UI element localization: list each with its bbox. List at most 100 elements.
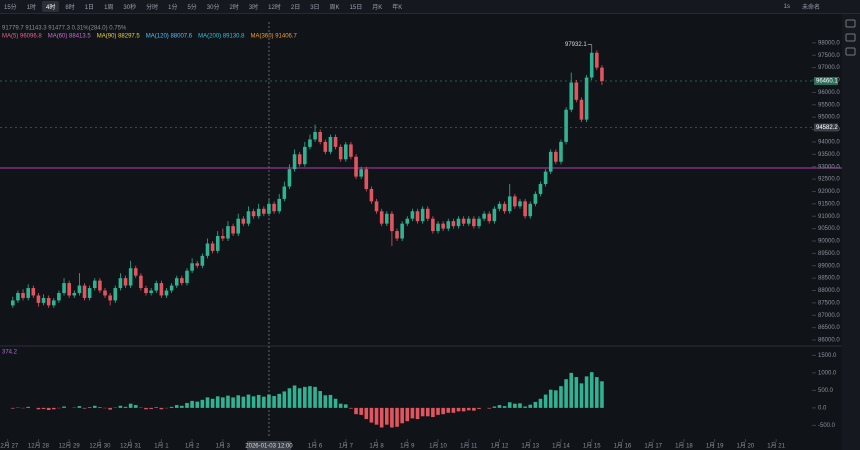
- macd-bar: [246, 394, 251, 408]
- macd-bar: [589, 372, 594, 408]
- macd-bar: [256, 394, 261, 408]
- period-tab[interactable]: 15日: [349, 5, 363, 11]
- y-tick-label: 97500.0: [818, 53, 840, 59]
- macd-bar: [328, 394, 333, 408]
- candle-body: [144, 288, 148, 293]
- period-tab[interactable]: 月K: [372, 5, 383, 11]
- macd-bar: [297, 388, 302, 408]
- macd-bar: [41, 407, 46, 409]
- toolbar-item[interactable]: 1s: [783, 3, 790, 10]
- macd-bar: [487, 407, 492, 409]
- toolbar-item[interactable]: 未命名: [801, 5, 820, 11]
- candle-body: [395, 231, 399, 239]
- candle-body: [77, 285, 82, 293]
- candle-body: [384, 213, 389, 224]
- period-tab[interactable]: 30分: [206, 5, 220, 11]
- sidebar-icon[interactable]: [845, 19, 856, 28]
- period-tab[interactable]: 4时: [42, 1, 60, 12]
- candle-body: [441, 223, 445, 229]
- candle-body: [589, 52, 594, 78]
- candle-body: [215, 236, 220, 251]
- candle-body: [149, 290, 153, 293]
- candle-body: [456, 218, 461, 227]
- period-tab[interactable]: 1时: [26, 5, 37, 11]
- candle-body: [180, 278, 184, 284]
- candle-body: [349, 144, 353, 157]
- macd-bar: [215, 396, 220, 408]
- candle-body: [600, 67, 604, 81]
- period-tab[interactable]: 8时: [65, 5, 75, 11]
- candle-body: [369, 188, 374, 202]
- x-tick-label: 1月 15: [583, 443, 601, 450]
- macd-bar: [349, 407, 353, 409]
- period-tab[interactable]: 2日: [290, 5, 301, 11]
- period-tab[interactable]: 5分: [187, 5, 197, 11]
- candle-body: [241, 218, 246, 224]
- macd-bar: [174, 405, 179, 408]
- macd-bar: [98, 407, 102, 408]
- toolbar: 15分 1时 4时 8时 1日 1周 30秒 分时 1分 5分 30分 2时 3时 12时 2日 3日 周K 15…: [0, 0, 860, 14]
- macd-bar: [51, 407, 56, 410]
- candle-body: [472, 218, 476, 227]
- peak-label: 97932.1: [565, 42, 587, 48]
- period-tab[interactable]: 分时: [146, 5, 159, 11]
- sidebar-icon[interactable]: [845, 47, 856, 56]
- candle-body: [584, 77, 589, 120]
- candle-body: [133, 268, 138, 276]
- macd-bar: [446, 407, 451, 413]
- x-tick-label: 1月 9: [400, 443, 415, 450]
- candle-body: [51, 300, 56, 306]
- x-tick-label: 1月 16: [614, 443, 632, 450]
- x-tick-label: 1月 8: [369, 443, 384, 450]
- candle-body: [338, 146, 343, 160]
- macd-bar: [226, 395, 230, 408]
- candle-body: [26, 288, 30, 298]
- y-tick-label: 87000.0: [818, 313, 840, 319]
- macd-bar: [390, 407, 394, 428]
- period-tab[interactable]: 周K: [329, 5, 340, 11]
- period-tab[interactable]: 3时: [248, 5, 259, 11]
- macd-bar: [77, 406, 82, 408]
- period-tab[interactable]: 1日: [84, 5, 95, 11]
- sidebar-icon[interactable]: [845, 33, 856, 42]
- candle-body: [62, 283, 66, 293]
- macd-bar: [282, 391, 287, 408]
- candle-body: [31, 288, 36, 296]
- y-tick-label: 98000.0: [818, 40, 840, 46]
- candle-body: [128, 268, 133, 286]
- macd-bar: [262, 396, 266, 408]
- period-tab[interactable]: 2时: [229, 5, 239, 11]
- period-tab[interactable]: 年K: [392, 5, 403, 11]
- candle-body: [221, 236, 225, 239]
- macd-bar: [159, 407, 164, 410]
- candle-body: [487, 213, 492, 222]
- x-tick-label: 1月 13: [521, 443, 539, 450]
- candle-body: [374, 201, 379, 212]
- candle-body: [185, 270, 189, 284]
- candle-body: [379, 211, 384, 224]
- macd-bar: [123, 406, 128, 408]
- macd-bar: [62, 406, 66, 408]
- candle-body: [205, 243, 210, 256]
- y-tick-label: 97000.0: [818, 65, 840, 71]
- period-tab[interactable]: 15分: [4, 5, 17, 11]
- y-tick-label: 88500.0: [818, 276, 840, 282]
- macd-bar: [200, 399, 205, 408]
- x-tick-label: 1月 6: [308, 443, 323, 450]
- candle-body: [415, 211, 420, 222]
- period-tab[interactable]: 1周: [104, 5, 114, 11]
- background: [0, 14, 860, 450]
- candle-body: [195, 263, 200, 266]
- candle-body: [548, 151, 553, 172]
- macd-bar: [128, 403, 133, 408]
- macd-bar: [287, 388, 292, 408]
- macd-bar: [26, 406, 30, 408]
- period-tab[interactable]: 12时: [268, 5, 281, 11]
- period-tab[interactable]: 3日: [310, 5, 320, 11]
- candle-body: [16, 292, 20, 301]
- macd-bar: [466, 407, 471, 411]
- macd-bar: [456, 407, 461, 412]
- candle-body: [21, 292, 25, 298]
- period-tab[interactable]: 30秒: [123, 5, 137, 11]
- period-tab[interactable]: 1分: [168, 5, 178, 11]
